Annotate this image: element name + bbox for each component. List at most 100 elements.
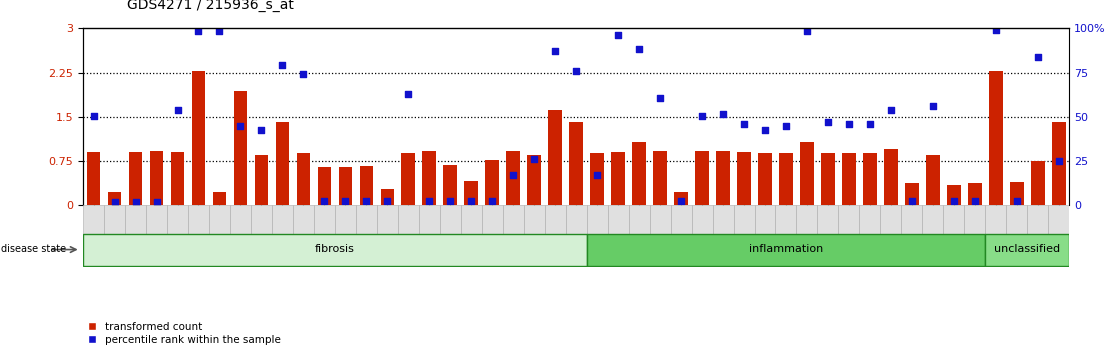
Bar (612, 152, 625, 205)
Point (504, 172, 522, 177)
FancyBboxPatch shape (250, 205, 271, 260)
Point (358, 198, 376, 204)
Bar (1030, 161, 1045, 205)
Point (295, 72, 312, 77)
Point (715, 111, 732, 117)
Point (694, 113, 711, 119)
FancyBboxPatch shape (83, 205, 104, 260)
Bar (171, 152, 184, 205)
Point (567, 68, 585, 74)
Point (316, 198, 334, 204)
Point (483, 198, 501, 204)
FancyBboxPatch shape (545, 205, 566, 260)
Point (462, 198, 480, 204)
Point (987, 27, 1005, 33)
Point (673, 198, 690, 204)
Bar (884, 149, 897, 205)
FancyBboxPatch shape (628, 205, 649, 260)
Point (945, 198, 963, 204)
Point (882, 107, 900, 113)
Text: inflammation: inflammation (749, 244, 823, 254)
FancyBboxPatch shape (524, 205, 545, 260)
FancyBboxPatch shape (377, 205, 398, 260)
Bar (276, 121, 289, 205)
Point (274, 62, 291, 68)
Bar (695, 151, 709, 205)
FancyBboxPatch shape (712, 205, 733, 260)
Bar (675, 192, 688, 205)
FancyBboxPatch shape (104, 205, 125, 260)
Bar (633, 142, 646, 205)
Point (147, 200, 165, 205)
FancyBboxPatch shape (83, 234, 586, 266)
Point (379, 198, 397, 204)
FancyBboxPatch shape (733, 205, 755, 260)
FancyBboxPatch shape (271, 205, 293, 260)
Bar (464, 181, 478, 205)
Bar (150, 151, 163, 205)
Bar (129, 152, 142, 205)
Point (652, 95, 669, 101)
FancyBboxPatch shape (503, 205, 524, 260)
Bar (485, 160, 499, 205)
FancyBboxPatch shape (691, 205, 712, 260)
Bar (213, 192, 226, 205)
Bar (737, 152, 751, 205)
Legend: transformed count, percentile rank within the sample: transformed count, percentile rank withi… (89, 322, 280, 345)
FancyBboxPatch shape (146, 205, 167, 260)
Bar (758, 153, 772, 205)
Bar (716, 151, 730, 205)
Point (966, 198, 984, 204)
FancyBboxPatch shape (586, 205, 607, 260)
Bar (422, 151, 437, 205)
Bar (234, 91, 247, 205)
FancyBboxPatch shape (607, 205, 628, 260)
Bar (989, 72, 1003, 205)
FancyBboxPatch shape (776, 205, 797, 260)
FancyBboxPatch shape (356, 205, 377, 260)
FancyBboxPatch shape (230, 205, 250, 260)
FancyBboxPatch shape (586, 234, 985, 266)
Point (588, 172, 606, 177)
Point (211, 28, 228, 34)
FancyBboxPatch shape (985, 234, 1069, 266)
Point (105, 200, 123, 205)
FancyBboxPatch shape (670, 205, 691, 260)
Point (861, 121, 879, 127)
FancyBboxPatch shape (482, 205, 503, 260)
FancyBboxPatch shape (902, 205, 922, 260)
Bar (255, 155, 268, 205)
Bar (359, 166, 373, 205)
Bar (1051, 121, 1066, 205)
FancyBboxPatch shape (461, 205, 482, 260)
Bar (863, 153, 876, 205)
FancyBboxPatch shape (881, 205, 902, 260)
Point (441, 198, 459, 204)
FancyBboxPatch shape (964, 205, 985, 260)
FancyBboxPatch shape (440, 205, 461, 260)
FancyBboxPatch shape (167, 205, 188, 260)
Text: disease state: disease state (1, 244, 66, 254)
Bar (380, 189, 394, 205)
Point (1008, 198, 1026, 204)
Bar (842, 153, 855, 205)
Text: fibrosis: fibrosis (315, 244, 355, 254)
Point (798, 28, 815, 34)
Bar (570, 121, 583, 205)
FancyBboxPatch shape (1048, 205, 1069, 260)
Point (924, 103, 942, 109)
Bar (548, 110, 562, 205)
FancyBboxPatch shape (1027, 205, 1048, 260)
Bar (86, 152, 101, 205)
Point (189, 28, 207, 34)
FancyBboxPatch shape (398, 205, 419, 260)
Bar (443, 165, 458, 205)
FancyBboxPatch shape (797, 205, 818, 260)
FancyBboxPatch shape (1006, 205, 1027, 260)
Bar (192, 72, 205, 205)
Point (253, 127, 270, 133)
FancyBboxPatch shape (335, 205, 356, 260)
Bar (1010, 182, 1024, 205)
Point (400, 92, 418, 97)
FancyBboxPatch shape (419, 205, 440, 260)
